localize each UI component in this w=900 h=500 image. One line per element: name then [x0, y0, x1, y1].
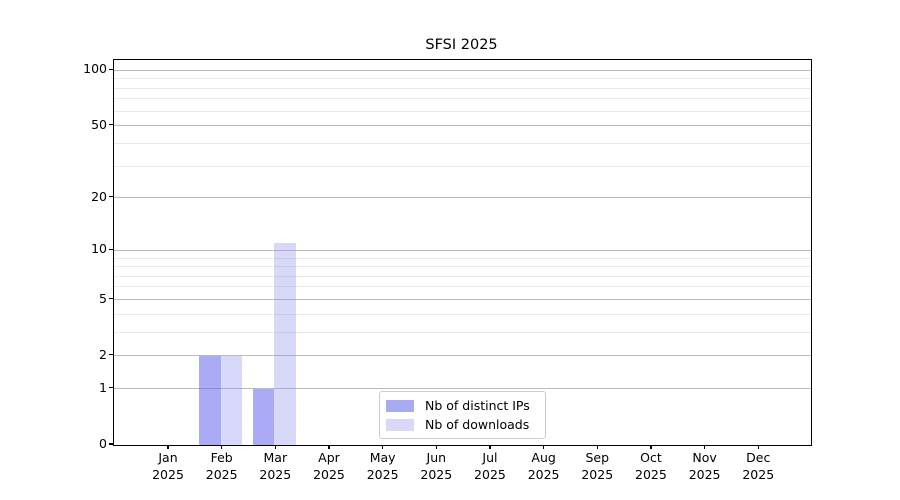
legend-item-downloads: Nb of downloads: [386, 416, 538, 433]
y-tick-label: 20: [91, 188, 107, 204]
legend: Nb of distinct IPs Nb of downloads: [379, 391, 546, 439]
gridline-minor: [114, 286, 811, 288]
y-tick-mark: [109, 124, 113, 126]
gridline-major: [114, 125, 811, 127]
x-tick-label-jan: Jan 2025: [152, 450, 184, 482]
bar-downloads-feb: [220, 355, 243, 445]
x-tick-label-aug: Aug 2025: [527, 450, 560, 482]
x-tick-mark: [650, 445, 652, 449]
x-tick-label-jun: Jun 2025: [420, 450, 453, 482]
x-tick-mark: [167, 445, 169, 449]
gridline-major: [114, 249, 811, 251]
chart-title: SFSI 2025: [425, 37, 498, 53]
y-tick-mark: [109, 248, 113, 250]
y-tick-mark: [109, 443, 113, 445]
gridline-minor: [114, 266, 811, 268]
gridline-minor: [114, 165, 811, 167]
gridline-minor: [114, 142, 811, 144]
y-tick-label: 1: [99, 379, 107, 395]
x-tick-mark: [221, 445, 223, 449]
legend-label-distinct-ips: Nb of distinct IPs: [425, 398, 530, 413]
x-tick-mark: [489, 445, 491, 449]
y-tick-label: 2: [99, 346, 107, 362]
x-tick-label-nov: Nov 2025: [688, 450, 721, 482]
gridline-minor: [114, 313, 811, 315]
x-tick-label-sep: Sep 2025: [581, 450, 614, 482]
bar-distinct-ips-mar: [252, 388, 275, 445]
gridline-major: [114, 197, 811, 199]
x-tick-mark: [543, 445, 545, 449]
x-tick-mark: [704, 445, 706, 449]
gridline-minor: [114, 78, 811, 80]
gridline-major: [114, 355, 811, 357]
x-tick-label-may: May 2025: [366, 450, 399, 482]
y-tick-mark: [109, 196, 113, 198]
gridline-minor: [114, 257, 811, 259]
plot-area: Nb of distinct IPs Nb of downloads: [113, 59, 812, 446]
gridline-minor: [114, 331, 811, 333]
legend-item-distinct-ips: Nb of distinct IPs: [386, 397, 538, 414]
x-tick-label-jul: Jul 2025: [474, 450, 506, 482]
gridline-major: [114, 388, 811, 390]
x-tick-label-apr: Apr 2025: [313, 450, 345, 482]
x-tick-mark: [382, 445, 384, 449]
y-tick-label: 0: [99, 436, 107, 451]
legend-swatch-downloads: [386, 418, 414, 431]
y-tick-mark: [109, 297, 113, 300]
y-tick-mark: [109, 387, 113, 389]
y-tick-label: 5: [99, 290, 107, 306]
bar-downloads-mar: [274, 243, 296, 445]
x-tick-label-oct: Oct 2025: [635, 450, 667, 482]
y-tick-mark: [109, 354, 113, 356]
gridline-minor: [114, 275, 811, 277]
gridline-major: [114, 299, 811, 300]
x-tick-mark: [328, 445, 330, 449]
gridline-major: [114, 69, 811, 71]
x-tick-mark: [757, 445, 759, 449]
x-tick-label-mar: Mar 2025: [259, 450, 292, 482]
x-tick-label-feb: Feb 2025: [205, 450, 238, 482]
legend-swatch-distinct-ips: [386, 399, 414, 412]
x-tick-mark: [435, 445, 437, 449]
y-tick-mark: [109, 68, 113, 70]
y-tick-label: 10: [91, 241, 107, 257]
x-tick-mark: [274, 445, 276, 449]
x-tick-label-dec: Dec 2025: [742, 450, 775, 482]
bar-distinct-ips-feb: [199, 355, 221, 445]
x-tick-mark: [596, 445, 598, 449]
y-tick-label: 100: [83, 61, 107, 77]
gridline-minor: [114, 110, 811, 112]
y-tick-label: 50: [91, 116, 107, 132]
gridline-minor: [114, 98, 811, 100]
gridline-minor: [114, 87, 811, 89]
legend-label-downloads: Nb of downloads: [425, 417, 530, 432]
